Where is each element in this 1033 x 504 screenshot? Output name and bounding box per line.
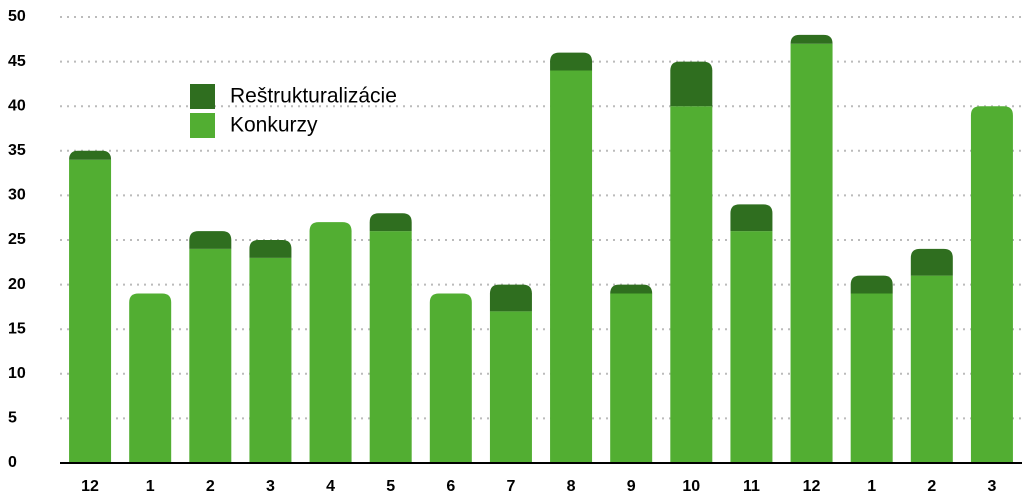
- x-tick-label: 5: [386, 478, 395, 495]
- bar-segment: [129, 293, 172, 463]
- bar-segment: [249, 240, 292, 258]
- x-tick-label: 9: [627, 478, 636, 495]
- y-tick-label: 35: [8, 142, 26, 159]
- bar-segment: [670, 106, 713, 463]
- bar-segment: [970, 106, 1013, 463]
- y-tick-label: 5: [8, 410, 17, 427]
- bar-segment: [790, 43, 833, 463]
- bar-segment: [670, 61, 713, 107]
- x-tick-label: 11: [743, 478, 760, 495]
- x-tick-label: 7: [506, 478, 515, 495]
- bar-segment: [429, 293, 472, 463]
- bar-segment: [189, 248, 232, 463]
- x-tick-label: 3: [987, 478, 996, 495]
- legend-swatch: [190, 113, 215, 138]
- x-tick-label: 10: [682, 478, 700, 495]
- x-tick-label: 1: [867, 478, 876, 495]
- bar-segment: [730, 231, 773, 463]
- y-tick-label: 40: [8, 97, 26, 114]
- x-tick-label: 3: [266, 478, 275, 495]
- y-tick-label: 30: [8, 187, 26, 204]
- x-tick-label: 6: [446, 478, 455, 495]
- bar-segment: [610, 284, 653, 294]
- y-tick-label: 15: [8, 320, 26, 337]
- bar-segment: [850, 293, 893, 463]
- bar-segment: [369, 231, 412, 463]
- x-tick-label: 12: [81, 478, 99, 495]
- bar-segment: [610, 293, 653, 463]
- bar-segment: [910, 248, 953, 276]
- x-tick-label: 2: [927, 478, 936, 495]
- x-tick-label: 4: [326, 478, 335, 495]
- bar-segment: [249, 257, 292, 463]
- bar-segment: [69, 159, 112, 463]
- bar-segment: [369, 213, 412, 232]
- legend-swatch: [190, 84, 215, 109]
- y-tick-label: 25: [8, 231, 26, 248]
- y-tick-label: 10: [8, 365, 26, 382]
- bar-segment: [189, 231, 232, 249]
- y-tick-label: 0: [8, 454, 17, 471]
- bar-segment: [309, 222, 352, 463]
- bar-segment: [850, 275, 893, 294]
- x-tick-label: 1: [146, 478, 155, 495]
- legend-label: Konkurzy: [230, 114, 318, 137]
- bar-segment: [489, 311, 532, 463]
- bar-segment: [489, 284, 532, 312]
- y-tick-label: 45: [8, 53, 26, 70]
- legend-label: Reštrukturalizácie: [230, 85, 397, 108]
- x-tick-label: 8: [567, 478, 576, 495]
- x-tick-label: 2: [206, 478, 215, 495]
- bar-segment: [730, 204, 773, 232]
- bar-segment: [550, 70, 593, 464]
- y-tick-label: 50: [8, 8, 26, 25]
- bar-segment: [790, 34, 833, 44]
- bar-segment: [69, 150, 112, 160]
- bar-segment: [550, 52, 593, 71]
- bar-segment: [910, 275, 953, 463]
- y-tick-label: 20: [8, 276, 26, 293]
- x-tick-label: 12: [803, 478, 821, 495]
